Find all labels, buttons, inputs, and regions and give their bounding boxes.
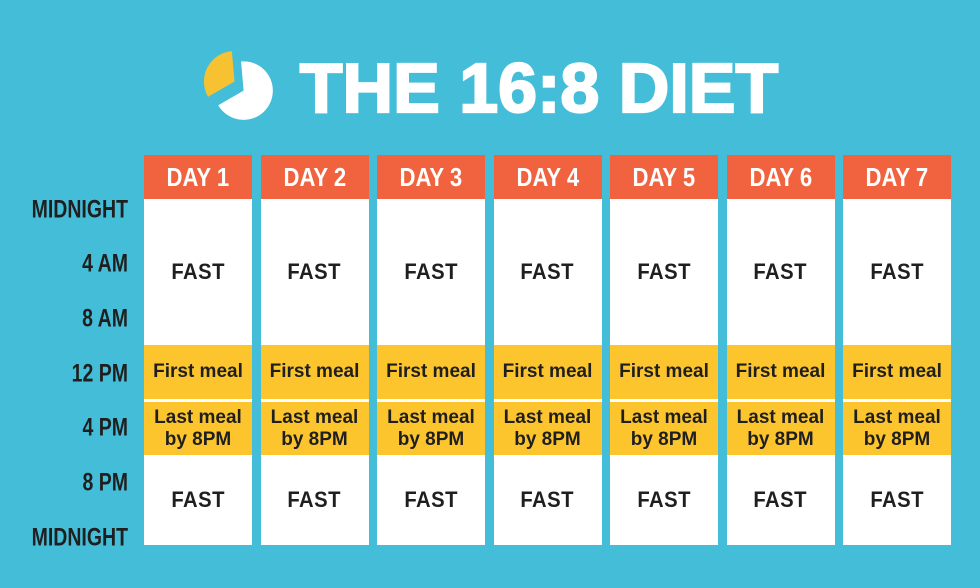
first-meal-label: First meal xyxy=(153,361,243,383)
pie-chart-icon xyxy=(203,51,273,120)
fast-evening-cell: FAST xyxy=(610,455,718,545)
fast-morning-cell: FAST xyxy=(144,199,252,345)
day-header: DAY 4 xyxy=(493,155,602,199)
day-header-label: DAY 5 xyxy=(632,162,696,192)
fast-evening-cell: FAST xyxy=(144,455,252,545)
last-meal-label: Last meal by 8PM xyxy=(503,406,592,450)
fast-label: FAST xyxy=(287,487,342,512)
day-header: DAY 3 xyxy=(377,155,485,199)
first-meal-cell: First meal xyxy=(726,345,835,399)
first-meal-label: First meal xyxy=(269,361,360,383)
last-meal-cell: Last meal by 8PM xyxy=(610,402,718,455)
first-meal-label: First meal xyxy=(502,361,593,383)
fast-evening-cell: FAST xyxy=(843,455,951,545)
fast-label: FAST xyxy=(171,259,225,284)
fast-label: FAST xyxy=(753,487,808,512)
fast-label: FAST xyxy=(637,259,691,284)
day-header: DAY 5 xyxy=(610,155,718,199)
day-header-label: DAY 7 xyxy=(865,162,929,192)
cell-divider xyxy=(144,399,252,402)
last-meal-cell: Last meal by 8PM xyxy=(377,402,485,455)
day-header: DAY 1 xyxy=(144,155,252,199)
day-column-2: DAY 2 FAST First meal Last meal by 8PM F… xyxy=(260,155,369,545)
day-column-5: DAY 5 FAST First meal Last meal by 8PM F… xyxy=(610,155,718,545)
first-meal-cell: First meal xyxy=(493,345,602,399)
fast-evening-cell: FAST xyxy=(726,455,835,545)
page-title: THE 16:8 DIET xyxy=(299,49,780,127)
last-meal-cell: Last meal by 8PM xyxy=(843,402,951,455)
last-meal-label: Last meal by 8PM xyxy=(270,406,359,450)
time-label-midnight-bottom: MIDNIGHT xyxy=(31,523,129,552)
time-axis: MIDNIGHT 4 AM 8 AM 12 PM 4 PM 8 PM MIDNI… xyxy=(0,0,128,588)
last-meal-label: Last meal by 8PM xyxy=(736,406,825,450)
fast-label: FAST xyxy=(404,487,458,512)
first-meal-label: First meal xyxy=(852,361,942,383)
first-meal-cell: First meal xyxy=(260,345,369,399)
fast-label: FAST xyxy=(870,259,924,284)
first-meal-cell: First meal xyxy=(843,345,951,399)
first-meal-cell: First meal xyxy=(610,345,718,399)
time-label-12pm: 12 PM xyxy=(71,359,128,388)
first-meal-label: First meal xyxy=(619,361,709,383)
day-header-label: DAY 1 xyxy=(166,162,230,192)
cell-divider xyxy=(610,399,718,402)
fast-evening-cell: FAST xyxy=(377,455,485,545)
fast-morning-cell: FAST xyxy=(726,199,835,345)
last-meal-cell: Last meal by 8PM xyxy=(260,402,369,455)
day-column-6: DAY 6 FAST First meal Last meal by 8PM F… xyxy=(726,155,835,545)
cell-divider xyxy=(377,399,485,402)
fast-label: FAST xyxy=(520,259,575,284)
day-header-label: DAY 2 xyxy=(283,162,346,192)
fast-morning-cell: FAST xyxy=(260,199,369,345)
day-header: DAY 2 xyxy=(260,155,369,199)
fast-evening-cell: FAST xyxy=(260,455,369,545)
last-meal-cell: Last meal by 8PM xyxy=(726,402,835,455)
title-bar: THE 16:8 DIET xyxy=(0,48,980,128)
day-header: DAY 7 xyxy=(843,155,951,199)
first-meal-label: First meal xyxy=(735,361,826,383)
time-label-4pm: 4 PM xyxy=(82,413,128,442)
first-meal-cell: First meal xyxy=(144,345,252,399)
day-column-3: DAY 3 FAST First meal Last meal by 8PM F… xyxy=(377,155,485,545)
last-meal-cell: Last meal by 8PM xyxy=(493,402,602,455)
day-column-4: DAY 4 FAST First meal Last meal by 8PM F… xyxy=(493,155,602,545)
fast-label: FAST xyxy=(520,487,575,512)
last-meal-cell: Last meal by 8PM xyxy=(144,402,252,455)
day-header: DAY 6 xyxy=(726,155,835,199)
fast-label: FAST xyxy=(637,487,691,512)
fast-morning-cell: FAST xyxy=(493,199,602,345)
fast-morning-cell: FAST xyxy=(843,199,951,345)
first-meal-cell: First meal xyxy=(377,345,485,399)
cell-divider xyxy=(493,399,602,402)
day-header-label: DAY 3 xyxy=(399,162,463,192)
fast-label: FAST xyxy=(753,259,808,284)
fast-evening-cell: FAST xyxy=(493,455,602,545)
fast-morning-cell: FAST xyxy=(377,199,485,345)
last-meal-label: Last meal by 8PM xyxy=(620,406,708,450)
day-column-7: DAY 7 FAST First meal Last meal by 8PM F… xyxy=(843,155,951,545)
cell-divider xyxy=(726,399,835,402)
schedule-grid: DAY 1 FAST First meal Last meal by 8PM F… xyxy=(144,155,951,545)
first-meal-label: First meal xyxy=(386,361,476,383)
fast-morning-cell: FAST xyxy=(610,199,718,345)
day-header-label: DAY 6 xyxy=(749,162,812,192)
fast-label: FAST xyxy=(404,259,458,284)
cell-divider xyxy=(260,399,369,402)
last-meal-label: Last meal by 8PM xyxy=(154,406,242,450)
last-meal-label: Last meal by 8PM xyxy=(853,406,941,450)
time-label-midnight-top: MIDNIGHT xyxy=(31,195,129,224)
time-label-8am: 8 AM xyxy=(82,304,128,333)
fast-label: FAST xyxy=(870,487,924,512)
cell-divider xyxy=(843,399,951,402)
fast-label: FAST xyxy=(171,487,225,512)
time-label-8pm: 8 PM xyxy=(82,468,128,497)
day-column-1: DAY 1 FAST First meal Last meal by 8PM F… xyxy=(144,155,252,545)
time-label-4am: 4 AM xyxy=(82,249,128,278)
fast-label: FAST xyxy=(287,259,342,284)
last-meal-label: Last meal by 8PM xyxy=(387,406,475,450)
day-header-label: DAY 4 xyxy=(516,162,579,192)
